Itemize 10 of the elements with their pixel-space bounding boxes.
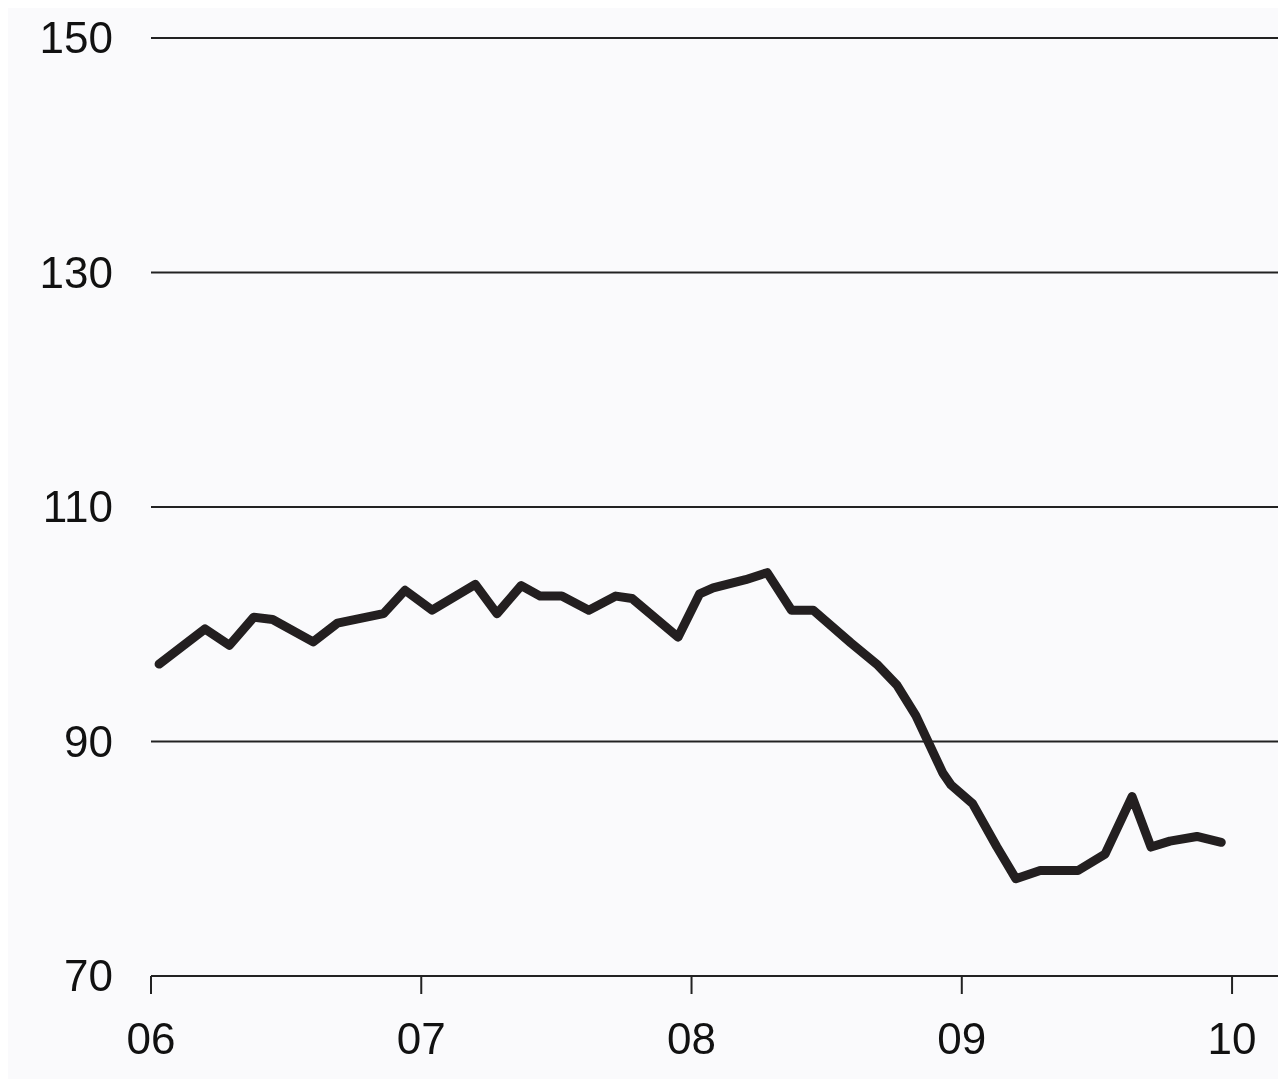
x-tick-label: 06 [126,1014,176,1063]
x-tick-label: 08 [667,1014,716,1063]
x-tick-label: 09 [937,1014,987,1063]
x-tick-label: 10 [1207,1014,1257,1063]
y-tick-label: 90 [64,716,113,766]
y-tick-label: 130 [39,247,113,297]
y-tick-label: 70 [64,951,113,1000]
x-tick-label: 07 [396,1014,446,1063]
y-tick-label: 110 [42,482,113,531]
y-tick-label: 150 [39,13,113,62]
